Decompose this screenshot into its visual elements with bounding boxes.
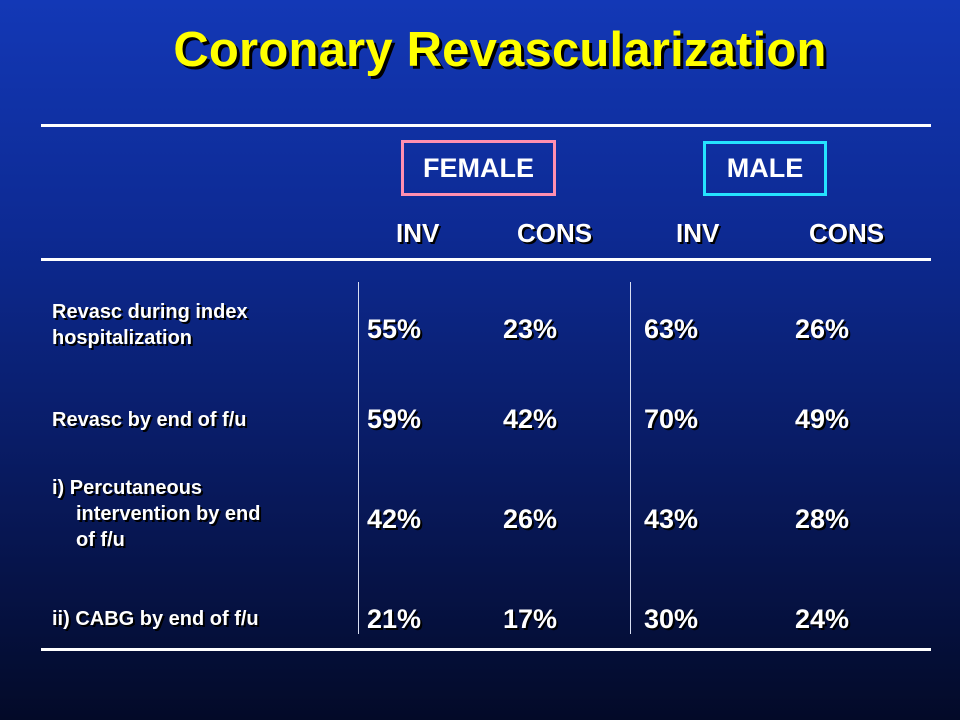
cell-revasc-fu-female-cons: 42% <box>503 404 558 434</box>
cell-cabg-male-inv: 30% <box>644 604 699 634</box>
row-label-line: of f/u <box>76 529 125 551</box>
row-label-line: Revasc during index <box>52 301 248 323</box>
row-label-line: i) Percutaneous <box>52 477 203 499</box>
cell-revasc-index-female-cons: 23% <box>503 314 558 344</box>
row-label-line: Revasc by end of f/u <box>52 409 247 431</box>
cell-percutaneous-female-inv: 42% <box>367 504 422 534</box>
cell-percutaneous-male-cons: 28% <box>795 504 850 534</box>
female-group-box: FEMALE <box>401 140 556 196</box>
cell-cabg-female-inv: 21% <box>367 604 422 634</box>
male-column-divider <box>630 282 631 634</box>
cell-revasc-index-female-inv: 55% <box>367 314 422 344</box>
female-inv-header: INV <box>396 218 440 248</box>
cell-revasc-index-male-cons: 26% <box>795 314 850 344</box>
male-cons-header: CONS <box>809 218 885 248</box>
slide-title: Coronary Revascularization <box>173 23 827 77</box>
cell-revasc-index-male-inv: 63% <box>644 314 699 344</box>
female-group-label: FEMALE <box>423 152 534 183</box>
male-group-box: MALE <box>703 141 827 196</box>
cell-cabg-female-cons: 17% <box>503 604 558 634</box>
table-bottom-divider <box>41 648 931 651</box>
female-cons-header: CONS <box>517 218 593 248</box>
cell-percutaneous-male-inv: 43% <box>644 504 699 534</box>
cell-revasc-fu-female-inv: 59% <box>367 404 422 434</box>
row-label-revasc-index: Revasc during index hospitalization <box>52 299 248 351</box>
female-column-divider <box>358 282 359 634</box>
row-label-cabg: ii) CABG by end of f/u <box>52 606 259 632</box>
row-label-revasc-fu: Revasc by end of f/u <box>52 407 247 433</box>
cell-percutaneous-female-cons: 26% <box>503 504 558 534</box>
row-label-line: hospitalization <box>52 327 192 349</box>
cell-cabg-male-cons: 24% <box>795 604 850 634</box>
table-top-divider <box>41 124 931 127</box>
cell-revasc-fu-male-inv: 70% <box>644 404 699 434</box>
cell-revasc-fu-male-cons: 49% <box>795 404 850 434</box>
row-label-line: ii) CABG by end of f/u <box>52 608 259 630</box>
male-inv-header: INV <box>676 218 720 248</box>
row-label-line: intervention by end <box>76 503 261 525</box>
row-label-percutaneous: i) Percutaneous intervention by end of f… <box>52 475 260 553</box>
table-header-divider <box>41 258 931 261</box>
male-group-label: MALE <box>726 153 804 183</box>
